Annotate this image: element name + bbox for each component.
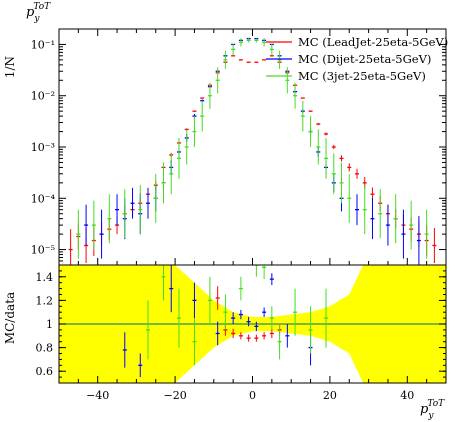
ratio-x-tick-label: 0 [249, 389, 256, 402]
ratio-x-tick-label: 20 [323, 389, 337, 402]
main-series-leadjet [68, 55, 437, 265]
xlabel-sub-y: y [427, 411, 434, 421]
ratio-series-layer [122, 265, 329, 378]
ratio-y-tick-label: 0.6 [36, 365, 54, 378]
main-x-ticks [58, 29, 447, 265]
title-sup-tot: ToT [33, 2, 51, 12]
legend-label-leadjet: MC (LeadJet-25eta-5GeV) [298, 35, 448, 49]
ratio-y-tick-label: 1.4 [36, 271, 54, 284]
xlabel-sup-tot: ToT [427, 399, 445, 409]
legend-label-dijet: MC (Dijet-25eta-5GeV) [298, 52, 431, 66]
main-series-layer [68, 37, 437, 265]
main-y-tick-label: 10⁻⁵ [31, 244, 55, 257]
main-series-3jet [76, 38, 429, 259]
ratio-y-tick-label: 1 [46, 318, 53, 331]
ratio-series-3jet [146, 265, 329, 366]
ratio-x-axis: −40 −20 0 20 40 [58, 376, 447, 402]
ratio-y-label: MC/data [3, 292, 17, 344]
legend-label-3jet: MC (3jet-25eta-5GeV) [298, 69, 426, 83]
ratio-x-tick-label: −20 [163, 389, 186, 402]
main-y-tick-label: 10⁻¹ [31, 38, 55, 51]
main-y-tick-label: 10⁻² [31, 90, 55, 103]
ratio-y-axis: 0.6 0.8 1 1.2 1.4 [36, 270, 446, 378]
ratio-x-tick-label: 40 [400, 389, 414, 402]
title-sub-y: y [33, 14, 40, 24]
ratio-y-tick-label: 0.8 [36, 342, 54, 355]
title-p: p [26, 5, 35, 20]
ratio-plot: 0.6 0.8 1 1.2 1.4 −40 −20 0 20 40 MC/data py ToT [3, 264, 447, 421]
ratio-x-tick-label: −40 [86, 389, 109, 402]
main-y-label: 1/N [3, 56, 17, 78]
main-y-tick-label: 10⁻⁴ [31, 192, 56, 205]
legend: MC (LeadJet-25eta-5GeV) MC (Dijet-25eta-… [266, 35, 448, 83]
ratio-y-tick-label: 1.2 [36, 294, 54, 307]
main-title-label: py ToT [26, 2, 51, 24]
ratio-x-label: py ToT [420, 399, 445, 421]
main-plot: 10⁻⁵ 10⁻⁴ 10⁻³ 10⁻² 10⁻¹ 1/N py ToT MC (LeadJ… [3, 2, 448, 266]
main-y-tick-label: 10⁻³ [31, 141, 55, 154]
main-y-axis: 10⁻⁵ 10⁻⁴ 10⁻³ 10⁻² 10⁻¹ [31, 28, 446, 266]
xlabel-p: p [420, 402, 429, 417]
